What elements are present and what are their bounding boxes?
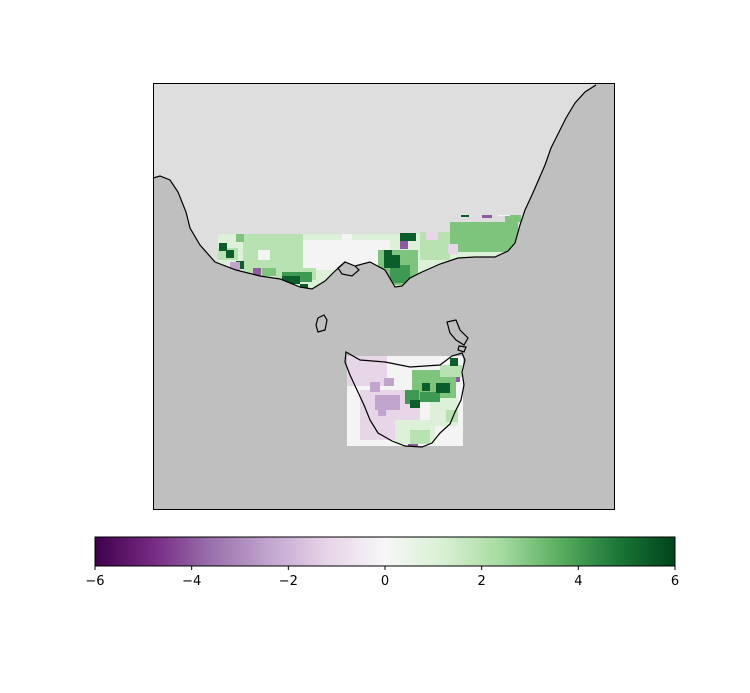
grid-cell (253, 268, 261, 276)
grid-cell (384, 378, 394, 386)
grid-cell (282, 276, 300, 284)
port-phillip-bay (337, 261, 360, 277)
grid-cell (400, 241, 408, 249)
colorbar-ticks: −6 −4 −2 0 2 4 6 (85, 566, 679, 589)
king-island (315, 314, 328, 333)
colorbar-tick-label: −2 (279, 574, 298, 589)
grid-cell (426, 232, 438, 240)
grid-cell (258, 250, 270, 260)
map-axes (153, 83, 615, 510)
grid-cell (226, 250, 234, 258)
cape-barren-island (457, 345, 467, 353)
grid-cell (440, 365, 462, 377)
colorbar-tick-label: −6 (85, 574, 104, 589)
grid-cell (408, 233, 416, 241)
colorbar: −6 −4 −2 0 2 4 6 (85, 536, 679, 589)
grid-cell (400, 233, 408, 241)
grid-cell (450, 358, 458, 366)
flinders-island (446, 319, 469, 346)
map-frame (153, 83, 615, 510)
grid-cell (375, 395, 400, 410)
grid-cell (370, 382, 380, 392)
grid-cell (390, 265, 410, 283)
mainland-coastline (153, 84, 597, 290)
colorbar-gradient (94, 536, 676, 567)
colorbar-tick-label: 0 (381, 574, 389, 589)
grid-cell (422, 383, 430, 391)
grid-cell (243, 234, 303, 274)
grid-cell (448, 244, 458, 254)
grid-cell (236, 234, 244, 242)
colorbar-tick-label: 2 (478, 574, 486, 589)
coastline (153, 84, 597, 448)
grid-cell (262, 268, 276, 276)
colorbar-tick-label: −4 (182, 574, 201, 589)
grid-cell (384, 250, 392, 258)
tasmania-data-grid (347, 356, 463, 446)
grid-cell (410, 430, 430, 444)
tasmania-coastline (344, 351, 466, 448)
colorbar-tick-label: 4 (574, 574, 582, 589)
grid-cell (219, 243, 227, 251)
grid-cell (300, 284, 308, 289)
grid-cell (450, 222, 518, 252)
grid-cell (342, 234, 352, 242)
grid-cell (420, 392, 440, 402)
grid-cell (378, 408, 386, 416)
grid-cell (230, 262, 240, 270)
grid-cell (384, 258, 400, 268)
colorbar-tick-label: 6 (671, 574, 679, 589)
grid-cell (436, 383, 450, 393)
grid-cell (410, 400, 420, 408)
